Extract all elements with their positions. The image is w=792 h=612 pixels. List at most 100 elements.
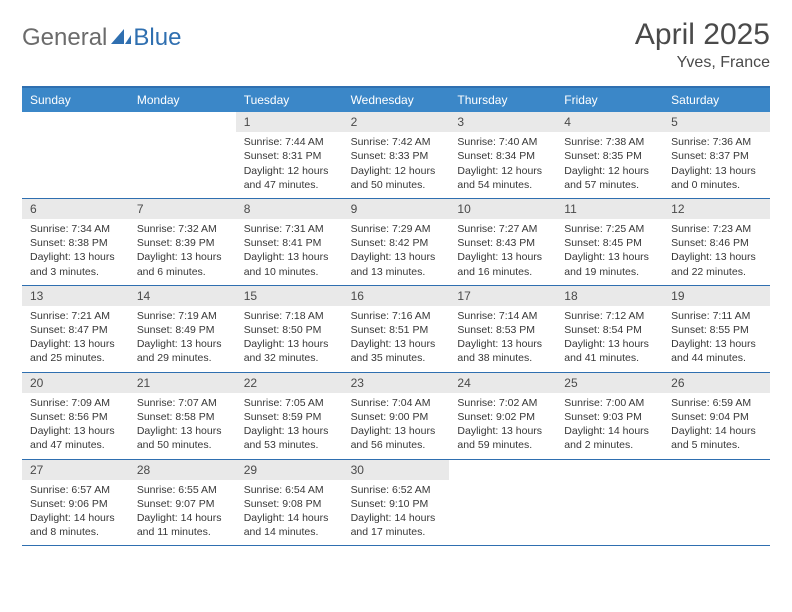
daylight-text: Daylight: 14 hours and 2 minutes.	[564, 424, 655, 452]
day-details: Sunrise: 7:11 AMSunset: 8:55 PMDaylight:…	[663, 306, 770, 372]
day-number: 24	[449, 373, 556, 393]
sunset-text: Sunset: 9:08 PM	[244, 497, 335, 511]
day-number: 5	[663, 112, 770, 132]
day-number: 13	[22, 286, 129, 306]
weekday-header: Friday	[556, 88, 663, 112]
sunset-text: Sunset: 8:56 PM	[30, 410, 121, 424]
day-number: 30	[343, 460, 450, 480]
day-cell: 15Sunrise: 7:18 AMSunset: 8:50 PMDayligh…	[236, 286, 343, 372]
day-cell: 28Sunrise: 6:55 AMSunset: 9:07 PMDayligh…	[129, 460, 236, 546]
day-cell: 24Sunrise: 7:02 AMSunset: 9:02 PMDayligh…	[449, 373, 556, 459]
day-number: 14	[129, 286, 236, 306]
sunrise-text: Sunrise: 7:19 AM	[137, 309, 228, 323]
day-number: 16	[343, 286, 450, 306]
sunrise-text: Sunrise: 6:54 AM	[244, 483, 335, 497]
day-details: Sunrise: 7:21 AMSunset: 8:47 PMDaylight:…	[22, 306, 129, 372]
weekday-header: Saturday	[663, 88, 770, 112]
daylight-text: Daylight: 13 hours and 6 minutes.	[137, 250, 228, 278]
day-number: 8	[236, 199, 343, 219]
page: General Blue April 2025 Yves, France Sun…	[0, 0, 792, 564]
daylight-text: Daylight: 13 hours and 22 minutes.	[671, 250, 762, 278]
day-cell: 12Sunrise: 7:23 AMSunset: 8:46 PMDayligh…	[663, 199, 770, 285]
day-details: Sunrise: 7:09 AMSunset: 8:56 PMDaylight:…	[22, 393, 129, 459]
day-cell: 25Sunrise: 7:00 AMSunset: 9:03 PMDayligh…	[556, 373, 663, 459]
daylight-text: Daylight: 14 hours and 8 minutes.	[30, 511, 121, 539]
daylight-text: Daylight: 12 hours and 47 minutes.	[244, 164, 335, 192]
sunrise-text: Sunrise: 7:05 AM	[244, 396, 335, 410]
daylight-text: Daylight: 13 hours and 38 minutes.	[457, 337, 548, 365]
day-cell: 21Sunrise: 7:07 AMSunset: 8:58 PMDayligh…	[129, 373, 236, 459]
week-row: 27Sunrise: 6:57 AMSunset: 9:06 PMDayligh…	[22, 460, 770, 547]
logo-text-blue: Blue	[133, 24, 181, 52]
day-cell: 23Sunrise: 7:04 AMSunset: 9:00 PMDayligh…	[343, 373, 450, 459]
sunrise-text: Sunrise: 7:32 AM	[137, 222, 228, 236]
sunrise-text: Sunrise: 7:18 AM	[244, 309, 335, 323]
day-cell	[663, 460, 770, 546]
daylight-text: Daylight: 13 hours and 19 minutes.	[564, 250, 655, 278]
daylight-text: Daylight: 14 hours and 17 minutes.	[351, 511, 442, 539]
daylight-text: Daylight: 12 hours and 50 minutes.	[351, 164, 442, 192]
day-cell: 1Sunrise: 7:44 AMSunset: 8:31 PMDaylight…	[236, 112, 343, 198]
daylight-text: Daylight: 13 hours and 50 minutes.	[137, 424, 228, 452]
day-number: 29	[236, 460, 343, 480]
day-number: 21	[129, 373, 236, 393]
sunset-text: Sunset: 9:04 PM	[671, 410, 762, 424]
daylight-text: Daylight: 13 hours and 10 minutes.	[244, 250, 335, 278]
sunset-text: Sunset: 8:35 PM	[564, 149, 655, 163]
daylight-text: Daylight: 13 hours and 35 minutes.	[351, 337, 442, 365]
day-details: Sunrise: 7:14 AMSunset: 8:53 PMDaylight:…	[449, 306, 556, 372]
sunrise-text: Sunrise: 6:57 AM	[30, 483, 121, 497]
week-row: 13Sunrise: 7:21 AMSunset: 8:47 PMDayligh…	[22, 286, 770, 373]
sunset-text: Sunset: 8:58 PM	[137, 410, 228, 424]
sunrise-text: Sunrise: 7:44 AM	[244, 135, 335, 149]
sunset-text: Sunset: 8:41 PM	[244, 236, 335, 250]
day-cell: 16Sunrise: 7:16 AMSunset: 8:51 PMDayligh…	[343, 286, 450, 372]
day-details: Sunrise: 7:19 AMSunset: 8:49 PMDaylight:…	[129, 306, 236, 372]
day-cell: 9Sunrise: 7:29 AMSunset: 8:42 PMDaylight…	[343, 199, 450, 285]
weekday-header: Thursday	[449, 88, 556, 112]
sunrise-text: Sunrise: 7:00 AM	[564, 396, 655, 410]
day-number: 6	[22, 199, 129, 219]
day-cell: 2Sunrise: 7:42 AMSunset: 8:33 PMDaylight…	[343, 112, 450, 198]
sunrise-text: Sunrise: 7:23 AM	[671, 222, 762, 236]
sunset-text: Sunset: 8:47 PM	[30, 323, 121, 337]
day-details: Sunrise: 7:16 AMSunset: 8:51 PMDaylight:…	[343, 306, 450, 372]
day-cell: 26Sunrise: 6:59 AMSunset: 9:04 PMDayligh…	[663, 373, 770, 459]
sunset-text: Sunset: 8:59 PM	[244, 410, 335, 424]
day-details: Sunrise: 7:18 AMSunset: 8:50 PMDaylight:…	[236, 306, 343, 372]
day-cell: 17Sunrise: 7:14 AMSunset: 8:53 PMDayligh…	[449, 286, 556, 372]
sunrise-text: Sunrise: 7:12 AM	[564, 309, 655, 323]
sunrise-text: Sunrise: 7:42 AM	[351, 135, 442, 149]
weekday-header: Tuesday	[236, 88, 343, 112]
sunrise-text: Sunrise: 7:11 AM	[671, 309, 762, 323]
day-cell: 29Sunrise: 6:54 AMSunset: 9:08 PMDayligh…	[236, 460, 343, 546]
header: General Blue April 2025 Yves, France	[22, 18, 770, 72]
day-number: 3	[449, 112, 556, 132]
sunrise-text: Sunrise: 7:34 AM	[30, 222, 121, 236]
day-number	[129, 112, 236, 116]
daylight-text: Daylight: 13 hours and 0 minutes.	[671, 164, 762, 192]
day-details: Sunrise: 6:57 AMSunset: 9:06 PMDaylight:…	[22, 480, 129, 546]
daylight-text: Daylight: 13 hours and 32 minutes.	[244, 337, 335, 365]
daylight-text: Daylight: 13 hours and 53 minutes.	[244, 424, 335, 452]
sunset-text: Sunset: 8:53 PM	[457, 323, 548, 337]
day-number: 9	[343, 199, 450, 219]
sunset-text: Sunset: 9:06 PM	[30, 497, 121, 511]
daylight-text: Daylight: 14 hours and 5 minutes.	[671, 424, 762, 452]
logo-text-general: General	[22, 24, 107, 52]
weeks-container: 1Sunrise: 7:44 AMSunset: 8:31 PMDaylight…	[22, 112, 770, 546]
title-block: April 2025 Yves, France	[635, 18, 770, 72]
day-cell: 30Sunrise: 6:52 AMSunset: 9:10 PMDayligh…	[343, 460, 450, 546]
week-row: 6Sunrise: 7:34 AMSunset: 8:38 PMDaylight…	[22, 199, 770, 286]
sunset-text: Sunset: 8:37 PM	[671, 149, 762, 163]
day-number: 7	[129, 199, 236, 219]
daylight-text: Daylight: 13 hours and 41 minutes.	[564, 337, 655, 365]
sunset-text: Sunset: 8:50 PM	[244, 323, 335, 337]
weekday-header-row: Sunday Monday Tuesday Wednesday Thursday…	[22, 88, 770, 112]
day-details: Sunrise: 7:42 AMSunset: 8:33 PMDaylight:…	[343, 132, 450, 198]
day-details: Sunrise: 7:27 AMSunset: 8:43 PMDaylight:…	[449, 219, 556, 285]
sunrise-text: Sunrise: 6:52 AM	[351, 483, 442, 497]
day-number: 26	[663, 373, 770, 393]
sunrise-text: Sunrise: 7:16 AM	[351, 309, 442, 323]
sunset-text: Sunset: 9:00 PM	[351, 410, 442, 424]
